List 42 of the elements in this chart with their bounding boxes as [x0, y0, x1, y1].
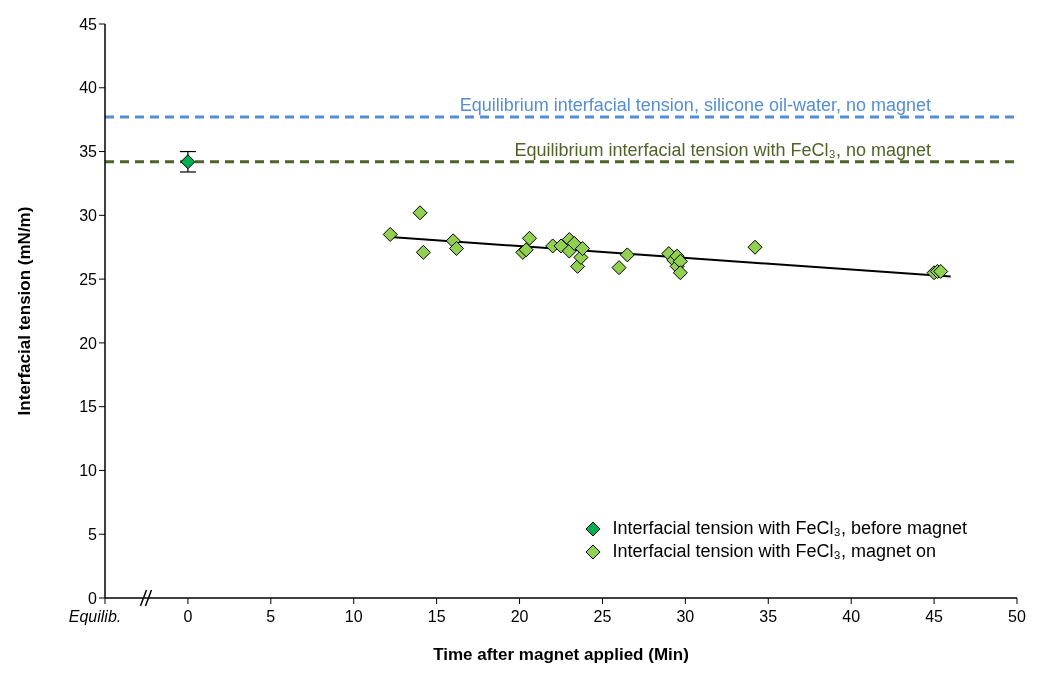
point [566, 235, 582, 251]
x-tick-label: 5 [266, 608, 276, 625]
point [415, 244, 431, 260]
y-axis-title: Interfacial tension (mN/m) [15, 206, 35, 416]
x-tick-label: 35 [759, 608, 778, 625]
y-tick-label: 0 [88, 589, 98, 607]
point [180, 154, 196, 170]
x-tick-label: 15 [427, 608, 446, 625]
x-tick-label: 45 [925, 608, 944, 625]
y-tick-label: 10 [79, 462, 98, 480]
x-axis-title: Time after magnet applied (Min) [433, 645, 689, 664]
y-tick-label: 25 [79, 270, 98, 288]
x-tick-label: 25 [593, 608, 612, 625]
point [611, 260, 627, 276]
point [747, 239, 763, 255]
y-tick-label: 5 [88, 525, 98, 543]
x-tick-label: Equilib. [68, 608, 122, 625]
ref-line-label: Equilibrium interfacial tension with FeCl₃, no magnet [514, 139, 931, 160]
point [672, 265, 688, 281]
point [449, 241, 465, 256]
x-tick-label: 20 [510, 608, 529, 625]
x-tick-label: 0 [183, 608, 193, 625]
legend-label: Interfacial tension with FeCl₃, magnet on [612, 541, 936, 562]
y-tick-label: 15 [79, 398, 98, 416]
x-tick-label: 30 [676, 608, 695, 625]
x-tick-label: 40 [842, 608, 861, 625]
y-tick-label: 45 [79, 15, 98, 33]
y-tick-label: 30 [79, 207, 98, 225]
legend-label: Interfacial tension with FeCl₃, before magnet [612, 518, 967, 539]
x-tick-label: 50 [1008, 608, 1026, 625]
point [619, 247, 635, 263]
point [672, 253, 688, 269]
x-tick-label: 10 [344, 608, 363, 625]
point [382, 226, 398, 242]
point [575, 241, 591, 256]
point [412, 205, 428, 221]
y-tick-label: 40 [79, 79, 98, 97]
ref-line-label: Equilibrium interfacial tension, silicone oil-water, no magnet [459, 95, 931, 116]
point [521, 230, 537, 246]
y-tick-label: 35 [79, 143, 98, 161]
point [933, 263, 949, 279]
y-tick-label: 20 [79, 334, 98, 352]
